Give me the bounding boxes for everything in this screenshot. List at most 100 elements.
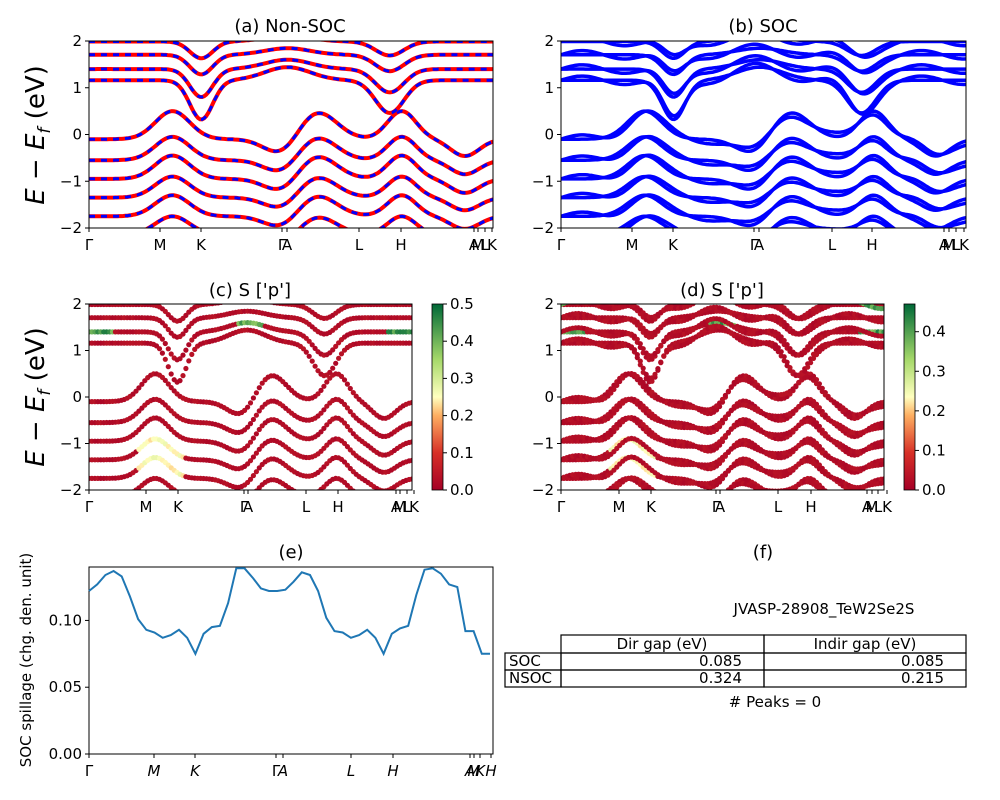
pc-colorbar-label: 0.2 xyxy=(450,407,474,425)
band-line-soc xyxy=(624,214,894,228)
pc-colorbar-label: 0.5 xyxy=(450,295,474,313)
pc-data xyxy=(89,304,412,510)
svg-text:E − Ef (eV): E − Ef (eV) xyxy=(21,327,55,467)
band-point xyxy=(829,493,834,498)
pc-ytick-label: −2 xyxy=(60,481,82,499)
band-point xyxy=(881,461,884,467)
pa-xtick-label: H xyxy=(395,236,406,254)
band-point xyxy=(104,494,109,499)
pd-ytick-label: 1 xyxy=(544,342,554,360)
band-point xyxy=(652,350,658,357)
pc-ytick-label: 2 xyxy=(72,295,82,313)
band-point xyxy=(849,505,854,510)
band-point xyxy=(165,346,171,352)
band-point xyxy=(171,487,177,490)
band-point xyxy=(597,492,602,497)
panel-a-y-axis-label: E − Ef (eV) xyxy=(21,65,55,205)
band-point xyxy=(253,450,259,456)
band-point xyxy=(409,340,412,346)
band-point xyxy=(116,494,121,499)
gap-table xyxy=(504,634,967,688)
pd-xtick-label: H xyxy=(805,498,816,516)
band-point xyxy=(183,365,189,372)
band-point xyxy=(259,380,265,386)
band-point xyxy=(600,491,605,496)
pb-xtick-label: H xyxy=(866,236,877,254)
band-point xyxy=(409,457,412,463)
band-point xyxy=(843,499,848,504)
pe-xtick-label: Γ xyxy=(272,762,281,780)
band-line-soc xyxy=(561,193,966,228)
band-point xyxy=(162,340,168,347)
band-point xyxy=(216,496,221,501)
panel-f-gap-table: (f) JVASP-28908_TeW2Se2S Dir gap (eV) In… xyxy=(504,542,967,711)
band-point xyxy=(655,366,661,372)
band-point xyxy=(207,495,212,500)
band-point xyxy=(250,416,256,423)
pe-xtick-label: A xyxy=(464,762,475,780)
pb-ytick-label: −1 xyxy=(532,172,554,190)
band-point xyxy=(256,385,262,391)
band-point xyxy=(213,496,218,501)
pd-colorbar-label: 0.0 xyxy=(922,481,946,499)
band-point xyxy=(720,492,725,497)
pc-xtick-label: L xyxy=(302,498,311,516)
band-point xyxy=(344,423,350,430)
pa-data xyxy=(89,41,493,228)
band-point xyxy=(658,493,663,498)
pc-xtick-label: Γ xyxy=(240,498,249,516)
band-point xyxy=(341,377,348,383)
table-header-dir-gap: Dir gap (eV) xyxy=(617,635,708,653)
band-point xyxy=(245,404,251,410)
pe-xtick-label: M xyxy=(468,762,481,780)
pb-data xyxy=(561,41,966,228)
band-line-spin-down xyxy=(89,135,493,176)
band-point xyxy=(313,491,318,496)
band-point xyxy=(159,336,165,342)
material-id: JVASP-28908_TeW2Se2S xyxy=(733,600,915,619)
band-point xyxy=(784,342,790,348)
band-point xyxy=(608,490,613,495)
band-point xyxy=(637,358,643,364)
band-point xyxy=(330,347,336,353)
band-point xyxy=(247,458,254,464)
band-point xyxy=(773,492,778,497)
pd-xtick-label: M xyxy=(866,498,879,516)
band-point xyxy=(779,493,784,498)
band-point xyxy=(655,347,661,353)
band-point xyxy=(608,390,614,396)
band-point xyxy=(640,365,646,371)
pa-ytick-label: 1 xyxy=(72,79,82,97)
band-point xyxy=(570,298,575,303)
band-point xyxy=(186,324,192,330)
pc-ytick-label: 0 xyxy=(72,388,82,406)
band-point xyxy=(380,505,385,510)
band-point xyxy=(183,347,189,353)
band-point xyxy=(588,492,593,497)
spillage-line xyxy=(88,567,490,657)
band-point xyxy=(832,495,837,500)
pa-xtick-label: Γ xyxy=(85,236,94,254)
band-point xyxy=(640,346,646,352)
band-point xyxy=(826,492,831,497)
pd-xtick-label: L xyxy=(874,498,883,516)
pe-ytick-label: 0.10 xyxy=(49,611,82,629)
pc-xtick-label: H xyxy=(332,498,343,516)
band-point xyxy=(230,502,235,507)
band-point xyxy=(321,425,327,431)
band-point xyxy=(611,410,617,416)
band-point xyxy=(661,494,666,499)
band-point xyxy=(770,491,775,496)
band-point xyxy=(306,338,312,344)
pb-ytick-label: 1 xyxy=(544,79,554,97)
band-point xyxy=(233,502,238,507)
band-point xyxy=(136,385,142,391)
pd-colorbar-label: 0.1 xyxy=(922,441,946,459)
pe-frame xyxy=(88,566,494,755)
band-point xyxy=(808,360,814,366)
panel-e-plot-area: 0.100.050.00Γ M K ΓA L H AMK H xyxy=(49,566,497,780)
band-point xyxy=(245,443,251,449)
band-point xyxy=(180,331,186,337)
band-point xyxy=(637,341,643,347)
band-point xyxy=(219,497,224,502)
